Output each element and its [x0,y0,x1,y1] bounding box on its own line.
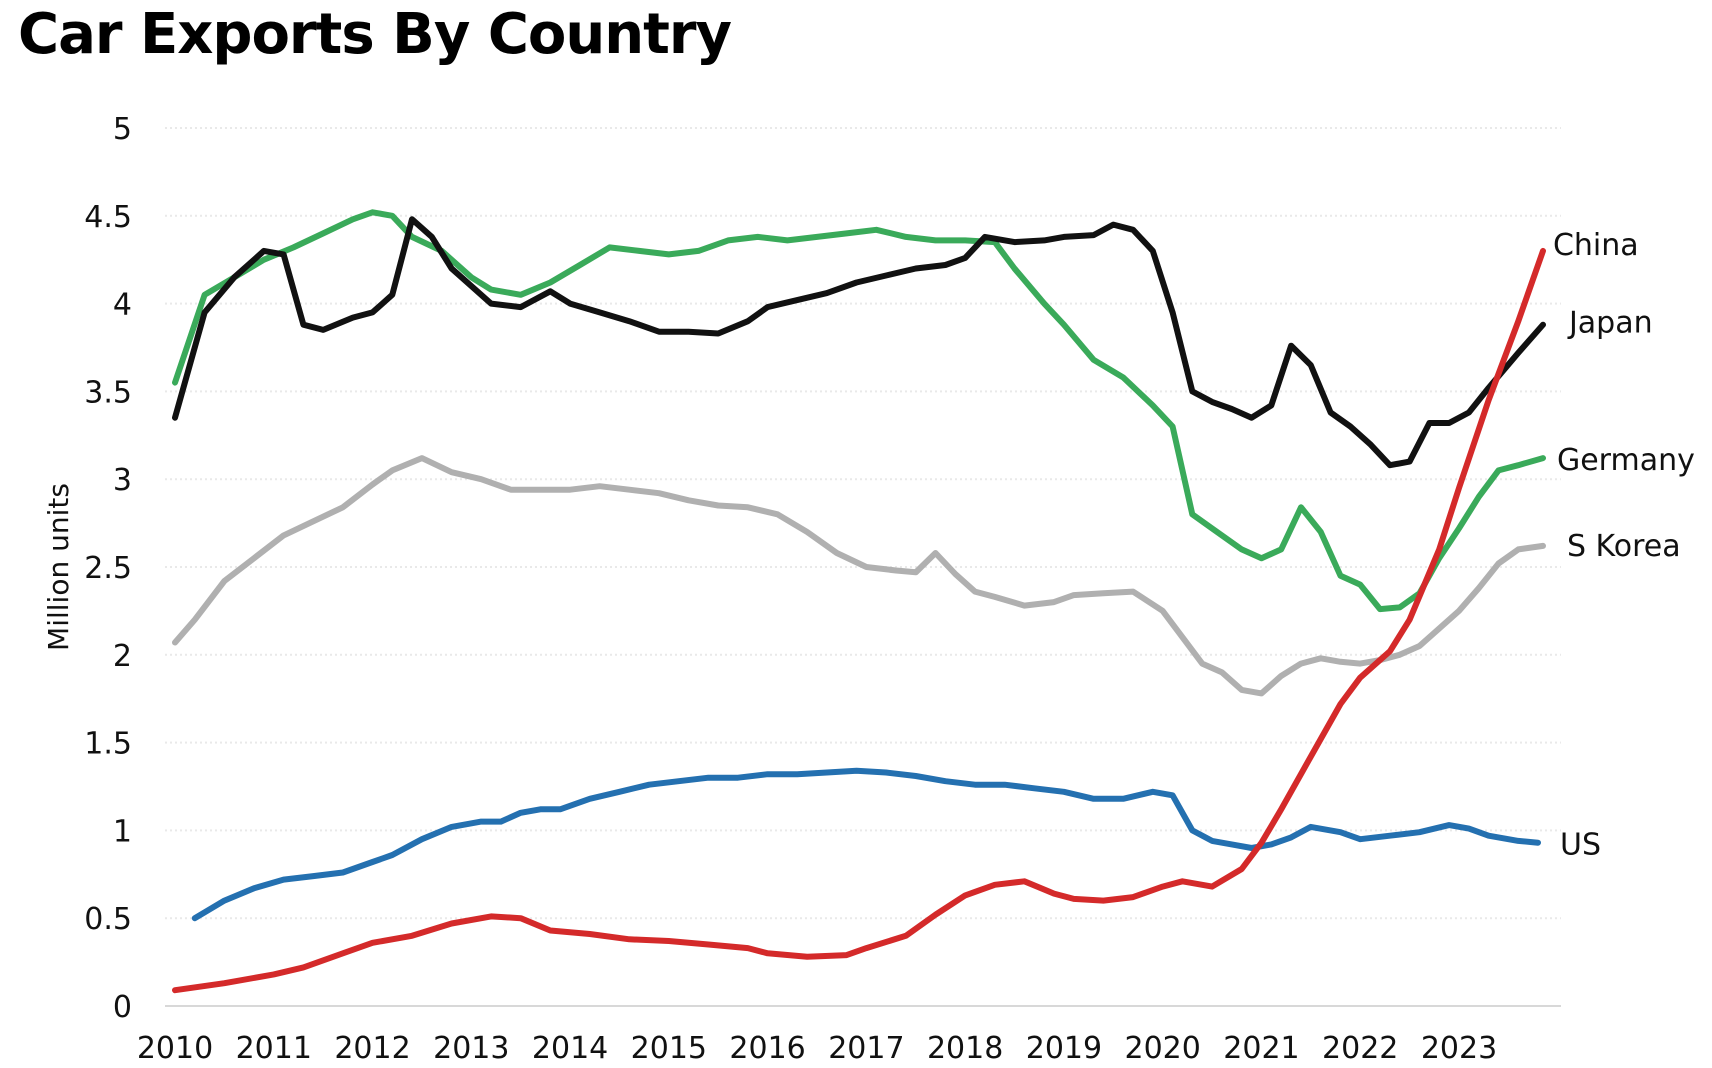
series-label-japan: Japan [1567,306,1653,341]
y-axis-ticks: 0 0.5 1 1.5 2 2.5 3 3.5 4 4.5 5 [84,112,132,1025]
y-tick-label: 4 [113,288,132,323]
x-tick-label: 2022 [1322,1031,1398,1066]
series-line-germany [172,209,1546,613]
gridlines [165,127,1561,1007]
x-tick-label: 2015 [631,1031,707,1066]
y-tick-label: 1.5 [84,727,132,762]
series-label-s-korea: S Korea [1567,529,1681,564]
x-tick-label: 2021 [1223,1031,1299,1066]
series-line-china [172,247,1546,994]
series-lines [172,209,1546,994]
x-tick-label: 2017 [828,1031,904,1066]
y-tick-label: 1 [113,814,132,849]
x-tick-label: 2011 [236,1031,312,1066]
x-tick-label: 2012 [334,1031,410,1066]
y-axis-label: Million units [42,483,75,651]
y-tick-label: 3.5 [84,375,132,410]
x-tick-label: 2020 [1125,1031,1201,1066]
series-line-japan [172,216,1546,469]
x-tick-label: 2019 [1026,1031,1102,1066]
y-tick-label: 2.5 [84,551,132,586]
series-label-us: US [1560,828,1601,863]
y-tick-label: 2 [113,639,132,674]
x-axis-ticks: 2010 2011 2012 2013 2014 2015 2016 2017 2018 2019… [137,1031,1497,1066]
y-tick-label: 4.5 [84,200,132,235]
chart-title: Car Exports By Country [18,2,732,67]
y-tick-label: 0 [113,990,132,1025]
x-tick-label: 2023 [1421,1031,1497,1066]
x-tick-label: 2010 [137,1031,213,1066]
x-tick-label: 2014 [532,1031,608,1066]
x-tick-label: 2016 [729,1031,805,1066]
x-tick-label: 2018 [927,1031,1003,1066]
series-line-s-korea [172,455,1546,697]
y-tick-label: 0.5 [84,902,132,937]
series-end-labels: China Japan Germany S Korea US [1553,228,1695,863]
series-label-germany: Germany [1557,443,1695,478]
y-tick-label: 3 [113,463,132,498]
y-tick-label: 5 [113,112,132,147]
series-label-china: China [1553,228,1639,263]
series-line-us [191,767,1541,922]
x-tick-label: 2013 [433,1031,509,1066]
